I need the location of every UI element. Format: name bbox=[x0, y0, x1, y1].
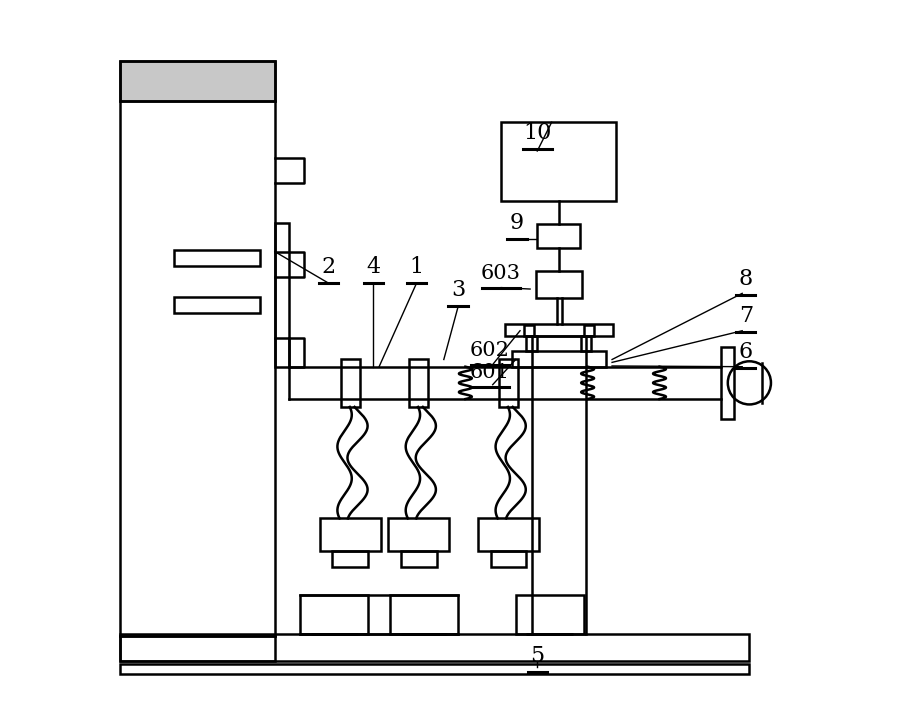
Text: 4: 4 bbox=[366, 256, 381, 278]
Bar bbox=[505, 324, 612, 336]
Text: 603: 603 bbox=[481, 264, 520, 283]
Bar bbox=[389, 518, 449, 551]
Text: 5: 5 bbox=[530, 644, 544, 667]
Text: 8: 8 bbox=[739, 267, 753, 290]
Bar bbox=[527, 336, 537, 351]
Bar bbox=[721, 347, 733, 419]
Text: 2: 2 bbox=[322, 256, 336, 278]
Bar bbox=[491, 551, 527, 567]
Bar bbox=[174, 250, 261, 266]
Text: 1: 1 bbox=[410, 256, 424, 278]
Bar bbox=[536, 271, 582, 298]
Text: 6: 6 bbox=[739, 341, 753, 363]
Bar bbox=[516, 595, 584, 634]
Text: 9: 9 bbox=[511, 211, 524, 234]
Text: 602: 602 bbox=[470, 342, 510, 360]
Bar bbox=[584, 325, 594, 336]
Bar bbox=[120, 61, 275, 101]
Bar bbox=[478, 518, 538, 551]
Bar bbox=[499, 359, 518, 407]
Bar bbox=[320, 518, 381, 551]
Bar bbox=[581, 336, 591, 351]
Bar bbox=[332, 551, 368, 567]
Bar bbox=[502, 122, 616, 201]
Bar bbox=[524, 325, 534, 336]
Bar bbox=[300, 595, 368, 634]
Bar bbox=[120, 636, 275, 661]
Text: 3: 3 bbox=[451, 279, 465, 301]
Bar bbox=[275, 223, 290, 367]
Bar bbox=[341, 359, 360, 407]
Bar bbox=[390, 595, 458, 634]
Text: 601: 601 bbox=[470, 363, 510, 382]
Text: 10: 10 bbox=[523, 122, 551, 144]
Bar bbox=[512, 351, 605, 367]
Bar bbox=[410, 359, 428, 407]
Bar bbox=[174, 297, 261, 313]
Text: 7: 7 bbox=[739, 305, 753, 327]
Bar bbox=[538, 224, 580, 248]
Bar bbox=[120, 61, 275, 101]
Bar bbox=[120, 664, 750, 674]
Bar bbox=[400, 551, 437, 567]
Bar bbox=[120, 634, 750, 661]
